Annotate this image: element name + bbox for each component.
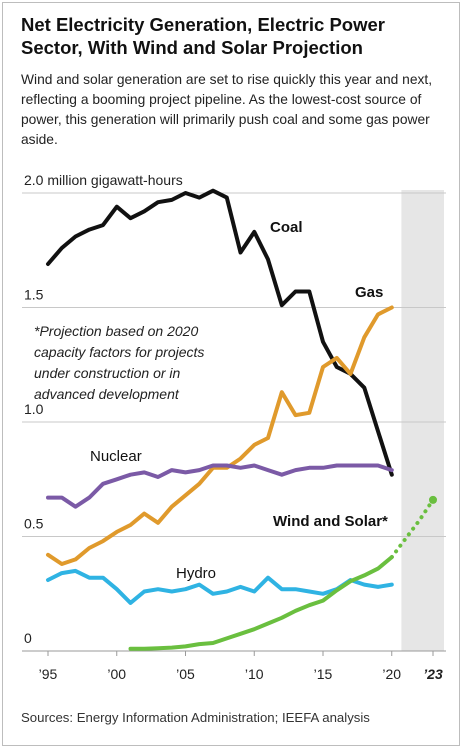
- series-label: Gas: [355, 284, 383, 301]
- projection-note: *Projection based on 2020 capacity facto…: [34, 323, 204, 402]
- note-line: advanced development: [34, 386, 180, 402]
- y-tick-label: 1.0: [24, 401, 44, 417]
- y-tick-label: 2.0 million gigawatt-hours: [24, 172, 183, 188]
- chart-frame: Net Electricity Generation, Electric Pow…: [2, 2, 460, 746]
- x-tick-label: ’10: [245, 666, 264, 682]
- series-label: Wind and Solar*: [273, 513, 388, 530]
- x-tick-label: ’95: [39, 666, 58, 682]
- source-note: Sources: Energy Information Administrati…: [21, 710, 370, 725]
- y-tick-label: 1.5: [24, 287, 44, 303]
- nuclear-line: [46, 463, 394, 509]
- series-lines: [46, 188, 437, 651]
- y-axis: 2.0 million gigawatt-hours 1.5 1.0 0.5 0: [24, 172, 183, 646]
- series-labels: Coal Gas Nuclear Hydro Wind and Solar*: [90, 219, 388, 582]
- gas-line: [46, 305, 394, 566]
- x-tick-label: ’00: [107, 666, 126, 682]
- x-axis: ’95 ’00 ’05 ’10 ’15 ’20 ’23: [39, 651, 443, 682]
- x-tick-label: ’23: [423, 666, 443, 682]
- x-tick-label: ’15: [314, 666, 333, 682]
- wind-and-solar-line: [128, 555, 394, 651]
- wind-and-solar-projection-point: [429, 495, 437, 504]
- note-line: capacity factors for projects: [34, 344, 204, 360]
- wind-and-solar-projection-line: [389, 497, 435, 560]
- coal-line: [46, 188, 394, 477]
- note-line: under construction or in: [34, 365, 181, 381]
- series-label: Coal: [270, 219, 303, 236]
- chart-title: Net Electricity Generation, Electric Pow…: [21, 14, 385, 58]
- note-line: *Projection based on 2020: [34, 323, 198, 339]
- y-tick-label: 0.5: [24, 516, 44, 532]
- grid-lines: [22, 192, 446, 652]
- x-tick-label: ’05: [176, 666, 195, 682]
- y-tick-label: 0: [24, 630, 32, 646]
- chart-subtitle: Wind and solar generation are set to ris…: [21, 72, 433, 147]
- series-label: Nuclear: [90, 448, 142, 465]
- x-tick-label: ’20: [382, 666, 401, 682]
- projection-shading: [401, 190, 444, 651]
- series-label: Hydro: [176, 565, 216, 582]
